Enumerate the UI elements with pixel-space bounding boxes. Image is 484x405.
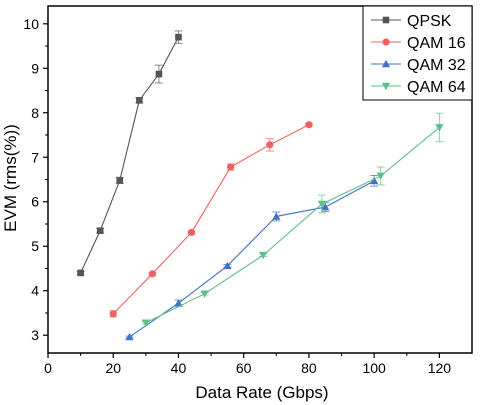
legend-box: [362, 5, 473, 101]
x-tick-label: 100: [362, 360, 386, 376]
data-point: [96, 227, 104, 234]
legend-entry: QAM 64: [371, 79, 466, 96]
data-point: [116, 177, 124, 184]
series-line: [112, 124, 310, 315]
series-qam-32: [125, 174, 379, 341]
y-tick-label: 8: [31, 105, 39, 121]
data-point: [223, 261, 232, 270]
data-point: [187, 228, 196, 237]
data-point: [376, 172, 385, 181]
data-point: [109, 310, 117, 318]
data-series: [76, 30, 444, 341]
axis-ticks: 0 20 40 60 80 100 120 3 4 5 6 7 8 9 10: [23, 16, 451, 376]
legend-marker: [382, 16, 390, 24]
data-point: [259, 251, 268, 260]
data-point: [175, 33, 182, 41]
data-point: [435, 124, 444, 132]
series-qpsk: [76, 30, 183, 277]
data-point: [141, 319, 150, 327]
series-line: [80, 36, 179, 274]
data-point: [370, 176, 379, 185]
x-axis-title: Data Rate (Gbps): [195, 383, 328, 402]
data-point: [155, 70, 163, 78]
y-axis-title: EVM (rms(%)): [1, 124, 20, 232]
y-tick-label: 6: [31, 194, 39, 210]
x-tick-label: 20: [105, 360, 121, 376]
data-point: [174, 299, 183, 307]
x-tick-label: 40: [171, 360, 187, 376]
data-point: [148, 270, 156, 278]
y-tick-label: 5: [31, 238, 39, 254]
x-tick-label: 0: [44, 360, 52, 376]
data-point: [266, 141, 274, 149]
series-qam-16: [109, 121, 313, 318]
y-tick-label: 9: [31, 60, 39, 76]
data-point: [305, 121, 313, 129]
series-qam-64: [141, 112, 444, 327]
legend-marker: [381, 59, 391, 68]
data-point: [272, 212, 281, 220]
y-tick-label: 3: [31, 327, 39, 343]
legend-marker: [381, 82, 391, 91]
legend-label: QAM 16: [407, 35, 466, 52]
y-tick-label: 4: [31, 283, 39, 299]
data-point: [125, 332, 134, 341]
data-point: [321, 202, 330, 211]
legend-entry: QAM 32: [371, 57, 466, 74]
data-point: [227, 163, 235, 171]
y-tick-label: 7: [31, 149, 39, 165]
legend-label: QAM 32: [407, 57, 466, 74]
data-point: [317, 200, 327, 209]
y-tick-label: 10: [23, 16, 39, 32]
data-point: [200, 290, 209, 298]
legend-marker: [382, 38, 390, 46]
x-tick-label: 60: [236, 360, 252, 376]
legend: QPSK QAM 16 QAM 32 QAM 64: [362, 5, 473, 101]
x-tick-label: 80: [301, 360, 317, 376]
legend-label: QPSK: [407, 13, 452, 30]
x-tick-label: 120: [428, 360, 452, 376]
legend-entry: QAM 16: [371, 35, 466, 52]
data-point: [77, 269, 84, 277]
legend-entry: QPSK: [371, 13, 452, 30]
series-line: [145, 127, 440, 324]
data-point: [136, 97, 143, 104]
series-line: [129, 180, 375, 338]
legend-label: QAM 64: [407, 79, 466, 96]
